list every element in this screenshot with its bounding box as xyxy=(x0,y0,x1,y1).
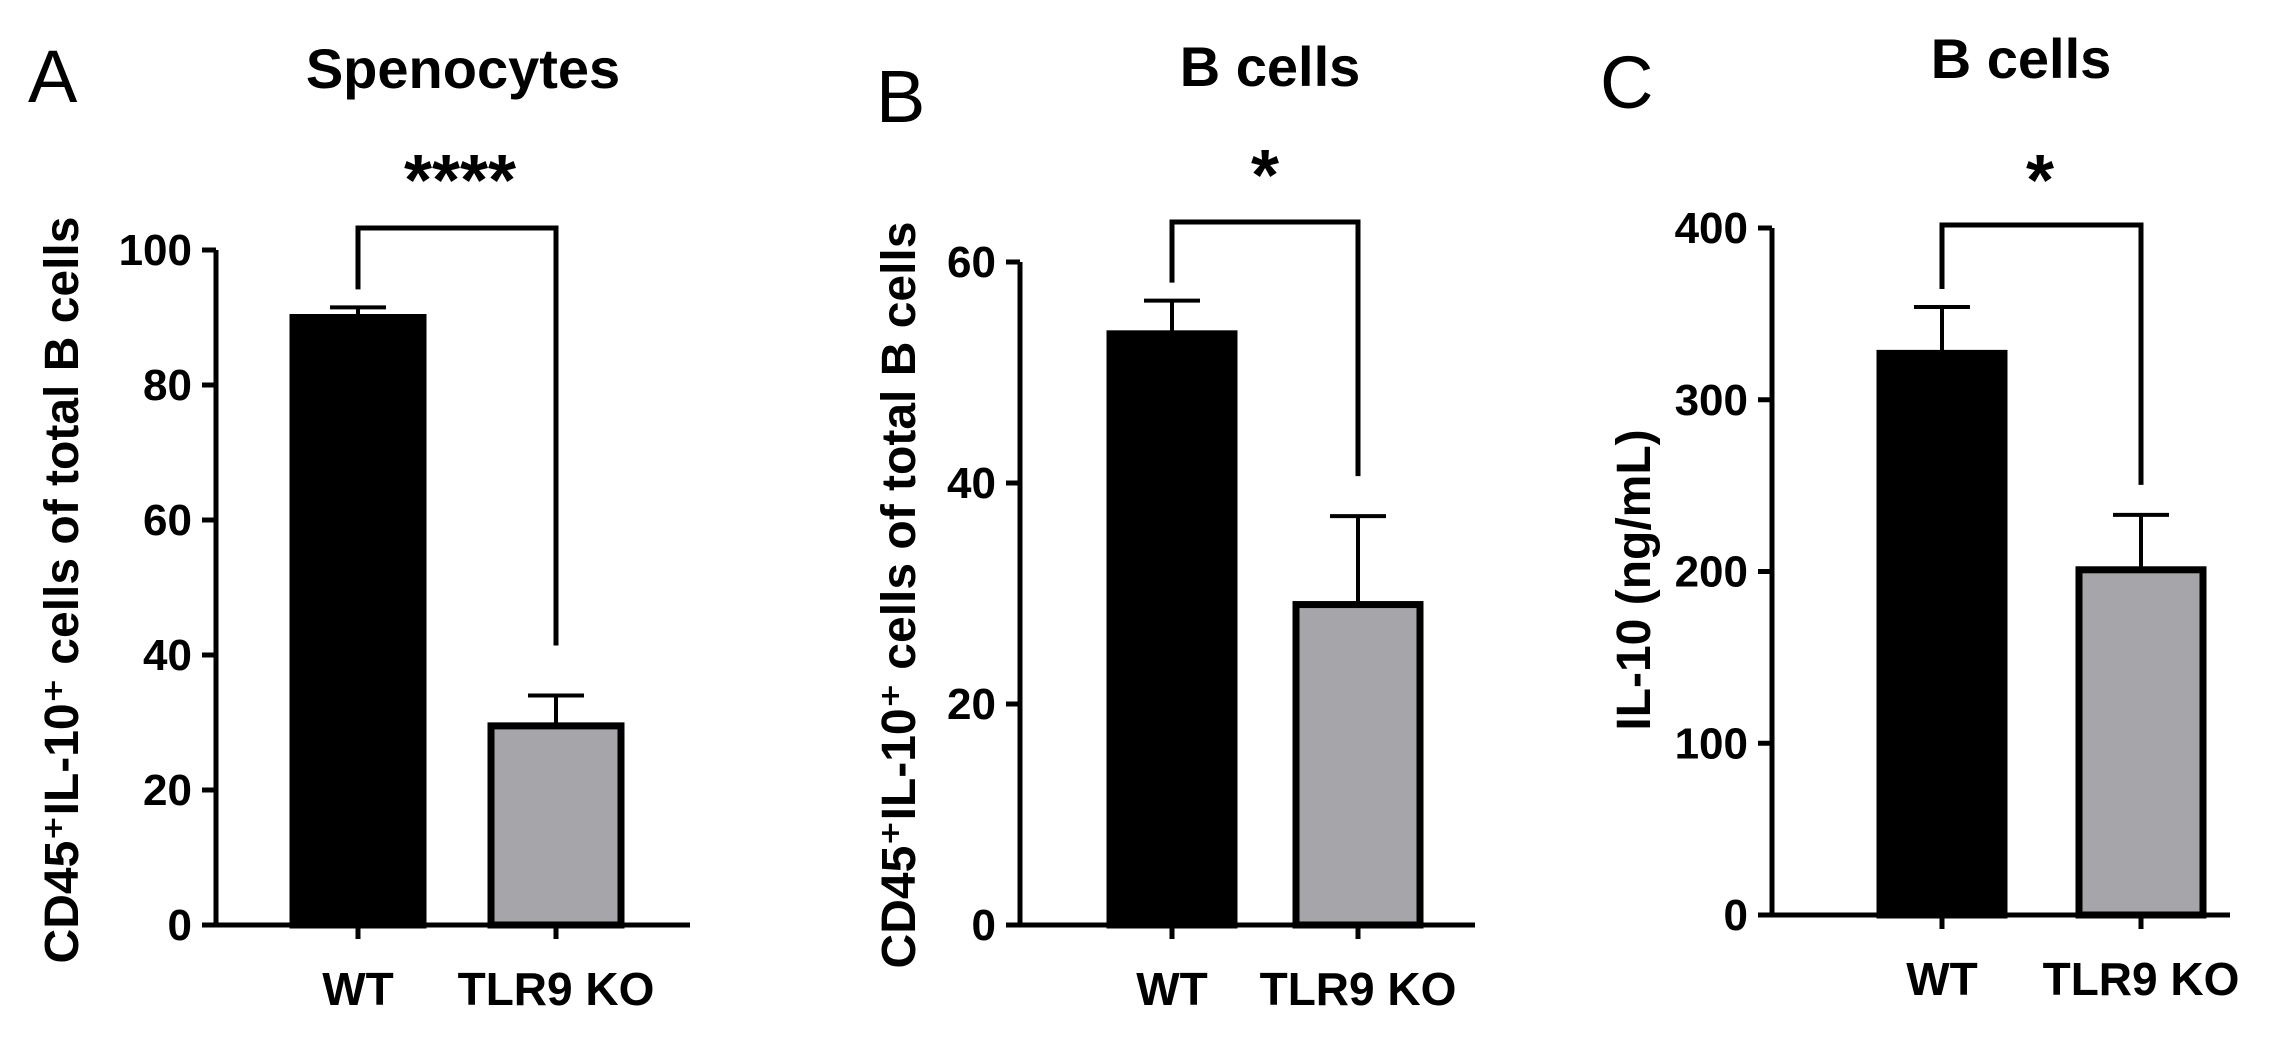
significance-bracket xyxy=(355,225,559,646)
y-tick-label: 0 xyxy=(168,901,192,950)
panel-letter: A xyxy=(28,35,78,118)
y-tick-label: 40 xyxy=(947,459,996,508)
significance-label: **** xyxy=(404,141,516,221)
bar xyxy=(289,314,427,929)
panel-c: C B cells IL-10 (ng/mL) 0 100 200 300 400 WT T… xyxy=(1600,27,2239,1005)
bar xyxy=(1876,349,2008,919)
y-tick-label: 40 xyxy=(143,631,192,680)
y-tick-label: 300 xyxy=(1675,376,1748,425)
bar xyxy=(1292,601,1424,929)
significance-bracket xyxy=(1169,219,1361,477)
panel-title: Spenocytes xyxy=(306,37,620,100)
significance-label: * xyxy=(1251,136,1279,216)
y-tick-label: 80 xyxy=(143,361,192,410)
y-tick-label: 20 xyxy=(143,766,192,815)
y-tick-label: 60 xyxy=(947,238,996,287)
y-tick-label: 0 xyxy=(972,901,996,950)
significance-bracket xyxy=(1939,222,2144,485)
panel-letter: C xyxy=(1600,41,1653,124)
y-tick-label: 100 xyxy=(1675,719,1748,768)
x-tick-label: WT xyxy=(1136,963,1208,1015)
panel-b: B B cells CD45⁺IL-10⁺ cells of total B c… xyxy=(873,35,1475,1015)
bar xyxy=(1106,330,1238,929)
panel-letter: B xyxy=(876,55,925,138)
y-axis-label: CD45⁺IL-10⁺ cells of total B cells xyxy=(36,217,89,964)
y-axis-label: IL-10 (ng/mL) xyxy=(1608,429,1661,730)
panel-title: B cells xyxy=(1931,27,2112,90)
x-tick-label: WT xyxy=(322,963,394,1015)
bar xyxy=(2075,566,2207,919)
panel-a: A Spenocytes CD45⁺IL-10⁺ cells of total … xyxy=(28,35,690,1015)
y-tick-label: 60 xyxy=(143,496,192,545)
x-tick-label: TLR9 KO xyxy=(2043,953,2240,1005)
significance-label: * xyxy=(2026,141,2054,221)
y-tick-label: 100 xyxy=(119,226,192,275)
panel-title: B cells xyxy=(1180,35,1361,98)
bar xyxy=(487,722,625,929)
y-axis-label: CD45⁺IL-10⁺ cells of total B cells xyxy=(873,222,926,969)
y-tick-label: 0 xyxy=(1724,891,1748,940)
y-tick-label: 200 xyxy=(1675,548,1748,597)
x-tick-label: WT xyxy=(1906,953,1978,1005)
y-tick-label: 20 xyxy=(947,680,996,729)
x-tick-label: TLR9 KO xyxy=(458,963,655,1015)
y-tick-label: 400 xyxy=(1675,204,1748,253)
x-tick-label: TLR9 KO xyxy=(1260,963,1457,1015)
